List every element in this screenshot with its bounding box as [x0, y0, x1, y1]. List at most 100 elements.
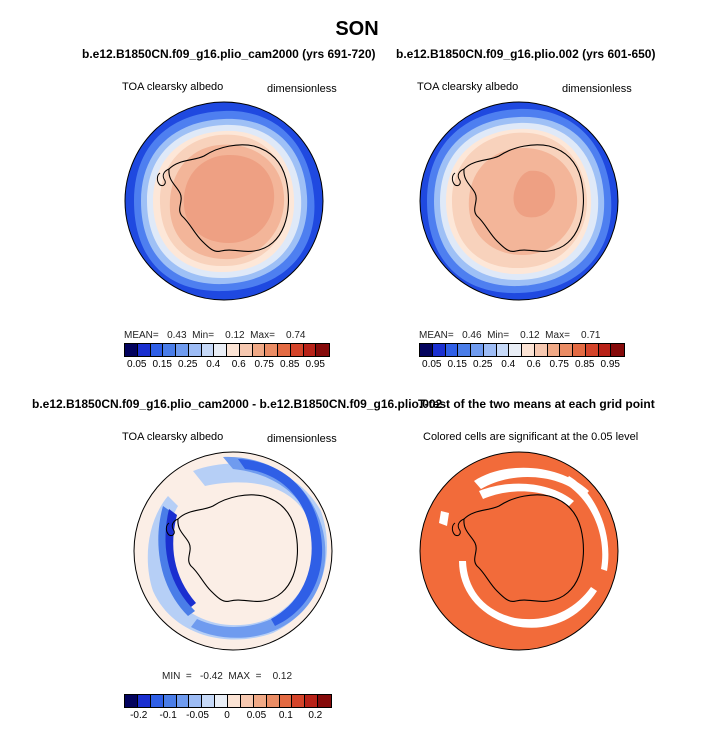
colorbar-swatch	[266, 695, 280, 707]
colorbar-tick-label: 0.15	[447, 359, 467, 370]
panel3-stats: MIN = -0.42 MAX = 0.12	[162, 671, 293, 682]
panel2-colorbar	[419, 343, 625, 357]
colorbar-swatch	[420, 344, 433, 356]
colorbar-swatch	[163, 695, 177, 707]
colorbar-swatch	[202, 695, 216, 707]
colorbar-swatch	[214, 344, 227, 356]
panel2-stats: MEAN= 0.46 Min= 0.12 Max= 0.71	[419, 330, 601, 341]
colorbar-tick-label: 0.95	[305, 359, 325, 370]
colorbar-swatch	[585, 344, 599, 356]
colorbar-swatch	[188, 344, 202, 356]
panel4-significance-map	[419, 451, 619, 651]
colorbar-swatch	[278, 344, 291, 356]
colorbar-swatch	[611, 344, 624, 356]
panel2-units-label: dimensionless	[562, 83, 632, 95]
colorbar-swatch	[189, 695, 203, 707]
colorbar-swatch	[239, 344, 253, 356]
panel1-colorbar-ticks: 0.05 0.15 0.25 0.4 0.6 0.75 0.85 0.95	[124, 359, 328, 371]
colorbar-swatch	[240, 695, 254, 707]
colorbar-tick-label: -0.1	[159, 710, 177, 721]
colorbar-swatch	[292, 695, 306, 707]
panel4-antarctica-coastline	[463, 494, 584, 603]
panel3-polar-map	[133, 451, 333, 651]
colorbar-swatch	[279, 695, 293, 707]
colorbar-tick-label: 0.15	[152, 359, 172, 370]
panel2-colorbar-ticks: 0.05 0.15 0.25 0.4 0.6 0.75 0.85 0.95	[419, 359, 623, 371]
panel1-units-label: dimensionless	[267, 83, 337, 95]
panel3-colorbar	[124, 694, 332, 708]
colorbar-swatch	[125, 344, 138, 356]
colorbar-swatch	[150, 695, 164, 707]
colorbar-swatch	[509, 344, 522, 356]
colorbar-swatch	[534, 344, 548, 356]
colorbar-swatch	[253, 695, 267, 707]
panel3-peninsula-coastline	[165, 518, 179, 536]
colorbar-swatch	[227, 344, 240, 356]
panel1-title: b.e12.B1850CN.f09_g16.plio_cam2000 (yrs …	[82, 47, 376, 61]
colorbar-swatch	[598, 344, 612, 356]
colorbar-swatch	[432, 344, 446, 356]
colorbar-swatch	[265, 344, 278, 356]
panel3-title: b.e12.B1850CN.f09_g16.plio_cam2000 - b.e…	[32, 397, 443, 411]
colorbar-tick-label: 0.85	[280, 359, 300, 370]
colorbar-tick-label: 0.2	[308, 710, 323, 721]
colorbar-tick-label: 0.85	[575, 359, 595, 370]
colorbar-swatch	[125, 695, 138, 707]
colorbar-swatch	[176, 695, 190, 707]
colorbar-swatch	[150, 344, 164, 356]
panel2-peninsula-coastline	[451, 168, 465, 186]
panel2-variable-label: TOA clearsky albedo	[417, 81, 519, 93]
colorbar-swatch	[252, 344, 266, 356]
panel1-polar-map	[124, 101, 324, 301]
colorbar-tick-label: 0.4	[206, 359, 221, 370]
panel1-stats: MEAN= 0.43 Min= 0.12 Max= 0.74	[124, 330, 306, 341]
colorbar-swatch	[471, 344, 484, 356]
colorbar-swatch	[458, 344, 471, 356]
panel1-colorbar	[124, 343, 330, 357]
panel3-units-label: dimensionless	[267, 433, 337, 445]
colorbar-tick-label: 0	[224, 710, 230, 721]
panel4-subtitle: Colored cells are significant at the 0.0…	[423, 431, 639, 443]
panel3-colorbar-ticks: -0.2 -0.1 -0.05 0 0.05 0.1 0.2	[124, 710, 330, 722]
colorbar-tick-label: 0.05	[246, 710, 267, 721]
panel1-variable-label: TOA clearsky albedo	[122, 81, 224, 93]
panel4-peninsula-coastline	[451, 518, 465, 536]
colorbar-swatch	[215, 695, 228, 707]
panel3-antarctica-coastline	[177, 494, 298, 603]
colorbar-tick-label: -0.2	[130, 710, 148, 721]
colorbar-swatch	[303, 344, 317, 356]
colorbar-tick-label: 0.6	[526, 359, 541, 370]
colorbar-swatch	[290, 344, 304, 356]
panel1-antarctica-coastline	[168, 144, 289, 253]
colorbar-tick-label: 0.05	[422, 359, 442, 370]
colorbar-swatch	[318, 695, 331, 707]
colorbar-tick-label: 0.25	[473, 359, 493, 370]
panel2-title: b.e12.B1850CN.f09_g16.plio.002 (yrs 601-…	[396, 47, 656, 61]
colorbar-swatch	[163, 344, 176, 356]
panel1-peninsula-coastline	[156, 168, 170, 186]
figure-title: SON	[335, 18, 379, 40]
colorbar-swatch	[483, 344, 497, 356]
colorbar-swatch	[496, 344, 510, 356]
colorbar-tick-label: 0.25	[178, 359, 198, 370]
colorbar-swatch	[305, 695, 319, 707]
colorbar-swatch	[560, 344, 573, 356]
colorbar-swatch	[547, 344, 561, 356]
panel3-variable-label: TOA clearsky albedo	[122, 431, 224, 443]
colorbar-tick-label: 0.75	[254, 359, 274, 370]
colorbar-swatch	[137, 695, 151, 707]
colorbar-swatch	[201, 344, 215, 356]
colorbar-tick-label: -0.05	[186, 710, 209, 721]
colorbar-swatch	[316, 344, 329, 356]
colorbar-swatch	[228, 695, 241, 707]
colorbar-tick-label: 0.75	[549, 359, 569, 370]
colorbar-tick-label: 0.6	[231, 359, 246, 370]
colorbar-swatch	[137, 344, 151, 356]
colorbar-swatch	[176, 344, 189, 356]
colorbar-tick-label: 0.95	[600, 359, 620, 370]
colorbar-tick-label: 0.4	[501, 359, 516, 370]
panel2-antarctica-coastline	[463, 144, 584, 253]
colorbar-swatch	[522, 344, 535, 356]
panel4-title: T-test of the two means at each grid poi…	[418, 397, 655, 411]
colorbar-tick-label: 0.1	[278, 710, 293, 721]
